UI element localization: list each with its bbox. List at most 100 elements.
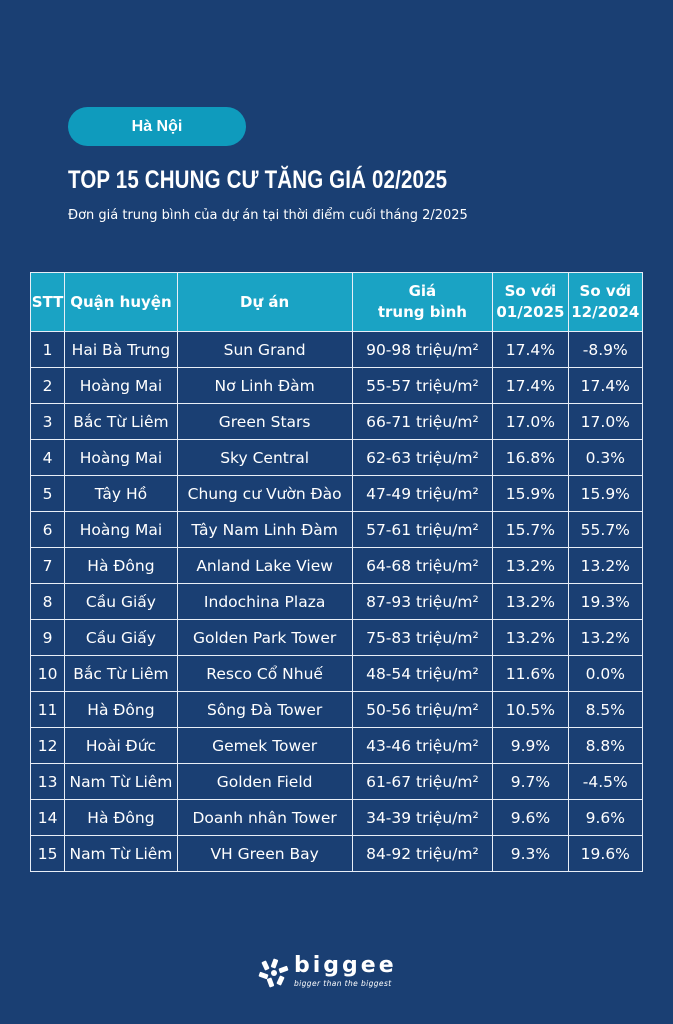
cell-stt: 8 <box>29 583 66 620</box>
cell-vs-jan: 17.0% <box>492 403 569 440</box>
cell-project: Nơ Linh Đàm <box>176 367 353 404</box>
location-badge: Hà Nội <box>68 107 246 146</box>
cell-vs-dec: 8.8% <box>567 727 644 764</box>
cell-stt: 1 <box>29 331 66 368</box>
cell-price: 34-39 triệu/m² <box>351 799 494 836</box>
cell-vs-dec: 13.2% <box>567 547 644 584</box>
cell-project: Resco Cổ Nhuế <box>176 655 353 692</box>
table-row: 4 Hoàng Mai Sky Central 62-63 triệu/m² 16.8%… <box>29 439 644 476</box>
header-vs-jan-line1: So với <box>504 282 557 300</box>
table-row: 7 Hà Đông Anland Lake View 64-68 triệu/m² 13… <box>29 547 644 584</box>
cell-stt: 11 <box>29 691 66 728</box>
price-table: STT Quận huyện Dự án Giá trung bình So v… <box>29 272 644 872</box>
cell-vs-dec: 55.7% <box>567 511 644 548</box>
header-vs-dec: So với 12/2024 <box>567 272 644 332</box>
table-row: 11 Hà Đông Sông Đà Tower 50-56 triệu/m² 10.5… <box>29 691 644 728</box>
cell-stt: 7 <box>29 547 66 584</box>
cell-vs-jan: 13.2% <box>492 583 569 620</box>
cell-project: Doanh nhân Tower <box>176 799 353 836</box>
cell-stt: 5 <box>29 475 66 512</box>
page-subtitle: Đơn giá trung bình của dự án tại thời đi… <box>68 208 468 223</box>
cell-stt: 10 <box>29 655 66 692</box>
cell-price: 55-57 triệu/m² <box>351 367 494 404</box>
brand-tagline: bigger than the biggest <box>294 979 392 988</box>
cell-price: 87-93 triệu/m² <box>351 583 494 620</box>
cell-project: Tây Nam Linh Đàm <box>176 511 353 548</box>
cell-project: Anland Lake View <box>176 547 353 584</box>
table-header-row: STT Quận huyện Dự án Giá trung bình So v… <box>29 272 644 332</box>
cell-price: 84-92 triệu/m² <box>351 835 494 872</box>
header-price-line1: Giá <box>408 282 437 300</box>
cell-price: 57-61 triệu/m² <box>351 511 494 548</box>
cell-vs-jan: 15.7% <box>492 511 569 548</box>
cell-vs-jan: 16.8% <box>492 439 569 476</box>
cell-price: 50-56 triệu/m² <box>351 691 494 728</box>
cell-price: 43-46 triệu/m² <box>351 727 494 764</box>
header-stt: STT <box>29 272 66 332</box>
cell-project: Golden Field <box>176 763 353 800</box>
cell-project: Green Stars <box>176 403 353 440</box>
header-vs-dec-line2: 12/2024 <box>571 303 640 321</box>
cell-district: Bắc Từ Liêm <box>64 403 178 440</box>
cell-stt: 6 <box>29 511 66 548</box>
biggee-logo-icon <box>258 958 289 988</box>
table-row: 13 Nam Từ Liêm Golden Field 61-67 triệu/m² 9… <box>29 763 644 800</box>
cell-vs-jan: 13.2% <box>492 619 569 656</box>
cell-project: Chung cư Vườn Đào <box>176 475 353 512</box>
cell-vs-dec: 15.9% <box>567 475 644 512</box>
cell-project: Sông Đà Tower <box>176 691 353 728</box>
cell-district: Hoàng Mai <box>64 439 178 476</box>
cell-stt: 4 <box>29 439 66 476</box>
header-price: Giá trung bình <box>351 272 494 332</box>
cell-price: 48-54 triệu/m² <box>351 655 494 692</box>
cell-project: VH Green Bay <box>176 835 353 872</box>
page-title: TOP 15 CHUNG CƯ TĂNG GIÁ 02/2025 <box>68 166 448 194</box>
cell-price: 61-67 triệu/m² <box>351 763 494 800</box>
cell-price: 90-98 triệu/m² <box>351 331 494 368</box>
header-price-line2: trung bình <box>377 303 467 321</box>
cell-district: Cầu Giấy <box>64 583 178 620</box>
cell-district: Nam Từ Liêm <box>64 835 178 872</box>
cell-vs-jan: 9.3% <box>492 835 569 872</box>
table-row: 9 Cầu Giấy Golden Park Tower 75-83 triệu/m²… <box>29 619 644 656</box>
cell-vs-dec: 19.3% <box>567 583 644 620</box>
cell-district: Hoàng Mai <box>64 511 178 548</box>
header-vs-jan: So với 01/2025 <box>492 272 569 332</box>
brand-name: biggee <box>294 953 397 978</box>
cell-district: Hoài Đức <box>64 727 178 764</box>
cell-vs-jan: 17.4% <box>492 331 569 368</box>
cell-vs-dec: 13.2% <box>567 619 644 656</box>
cell-district: Bắc Từ Liêm <box>64 655 178 692</box>
cell-vs-jan: 9.6% <box>492 799 569 836</box>
table-row: 6 Hoàng Mai Tây Nam Linh Đàm 57-61 triệu/m²… <box>29 511 644 548</box>
table-row: 14 Hà Đông Doanh nhân Tower 34-39 triệu/m² 9… <box>29 799 644 836</box>
cell-vs-jan: 13.2% <box>492 547 569 584</box>
cell-vs-dec: 17.0% <box>567 403 644 440</box>
table-row: 5 Tây Hồ Chung cư Vườn Đào 47-49 triệu/m² 15… <box>29 475 644 512</box>
cell-district: Hoàng Mai <box>64 367 178 404</box>
cell-price: 47-49 triệu/m² <box>351 475 494 512</box>
location-label: Hà Nội <box>131 117 183 135</box>
cell-vs-jan: 10.5% <box>492 691 569 728</box>
cell-stt: 2 <box>29 367 66 404</box>
cell-vs-jan: 17.4% <box>492 367 569 404</box>
cell-stt: 13 <box>29 763 66 800</box>
table-row: 2 Hoàng Mai Nơ Linh Đàm 55-57 triệu/m² 17.4%… <box>29 367 644 404</box>
cell-price: 75-83 triệu/m² <box>351 619 494 656</box>
cell-district: Hà Đông <box>64 799 178 836</box>
table-row: 15 Nam Từ Liêm VH Green Bay 84-92 triệu/m² 9… <box>29 835 644 872</box>
cell-price: 62-63 triệu/m² <box>351 439 494 476</box>
header-project: Dự án <box>176 272 353 332</box>
cell-stt: 9 <box>29 619 66 656</box>
cell-stt: 12 <box>29 727 66 764</box>
header-vs-dec-line1: So với <box>579 282 632 300</box>
table-row: 12 Hoài Đức Gemek Tower 43-46 triệu/m² 9.9% 8… <box>29 727 644 764</box>
cell-vs-dec: 8.5% <box>567 691 644 728</box>
cell-stt: 15 <box>29 835 66 872</box>
cell-district: Cầu Giấy <box>64 619 178 656</box>
cell-vs-jan: 9.9% <box>492 727 569 764</box>
cell-vs-dec: 17.4% <box>567 367 644 404</box>
cell-stt: 14 <box>29 799 66 836</box>
cell-project: Sun Grand <box>176 331 353 368</box>
cell-vs-jan: 15.9% <box>492 475 569 512</box>
